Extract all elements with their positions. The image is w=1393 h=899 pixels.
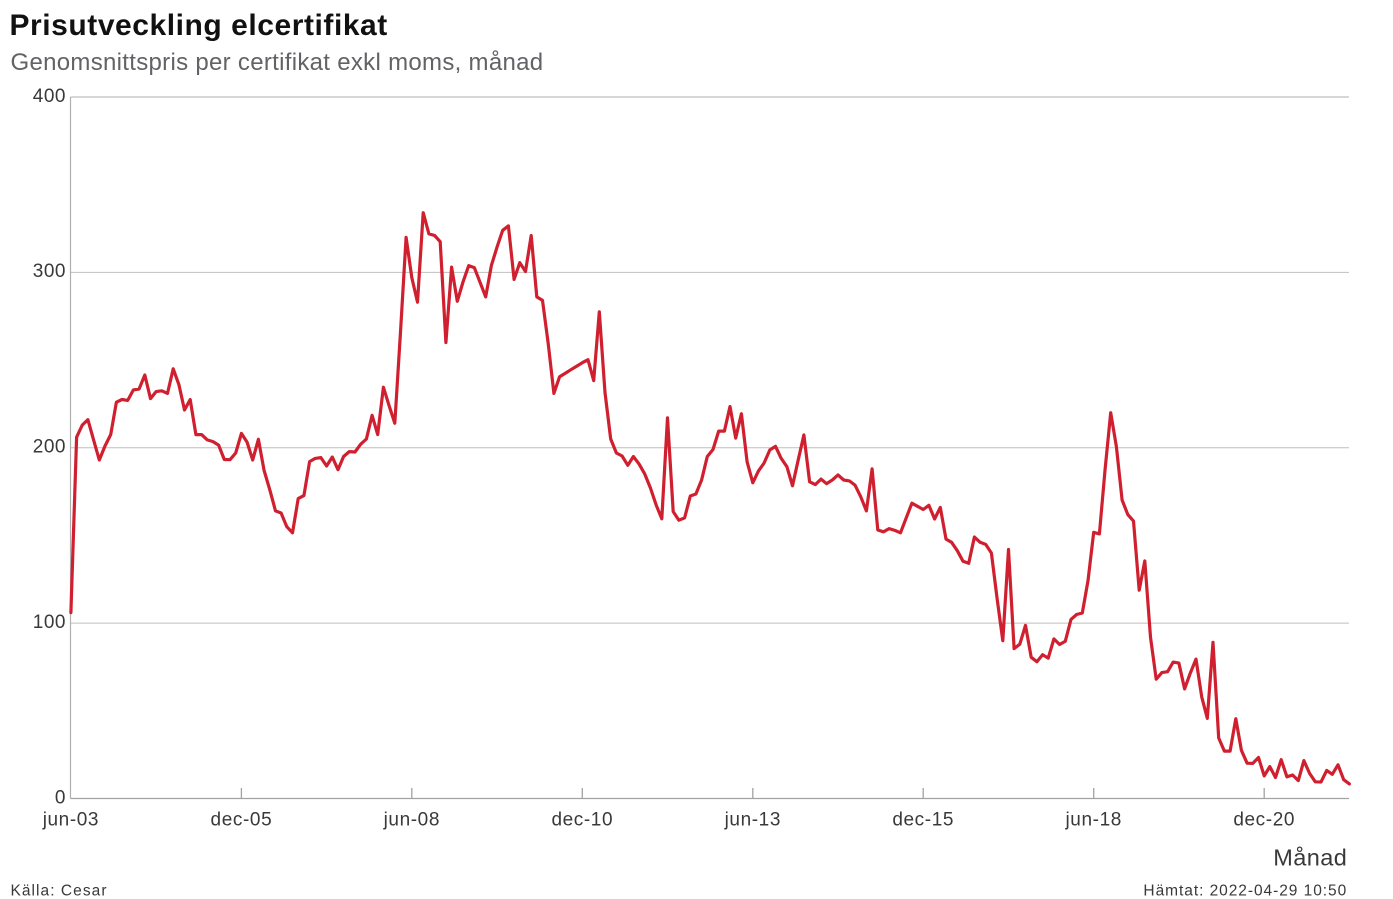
svg-text:dec-05: dec-05	[211, 810, 273, 831]
svg-text:400: 400	[33, 86, 66, 107]
svg-text:Månad: Månad	[1273, 844, 1347, 870]
svg-text:Källa: Cesar: Källa: Cesar	[11, 883, 108, 899]
svg-text:dec-20: dec-20	[1233, 810, 1295, 831]
svg-text:300: 300	[33, 261, 66, 282]
svg-text:jun-03: jun-03	[42, 810, 99, 831]
svg-text:100: 100	[33, 612, 66, 633]
svg-text:200: 200	[33, 437, 66, 458]
svg-text:dec-15: dec-15	[892, 810, 954, 831]
svg-text:dec-10: dec-10	[551, 810, 613, 831]
svg-text:jun-13: jun-13	[724, 810, 781, 831]
svg-text:0: 0	[55, 787, 66, 808]
svg-text:jun-18: jun-18	[1064, 810, 1121, 831]
svg-text:Hämtat: 2022-04-29 10:50: Hämtat: 2022-04-29 10:50	[1143, 883, 1347, 899]
svg-text:jun-08: jun-08	[383, 810, 440, 831]
